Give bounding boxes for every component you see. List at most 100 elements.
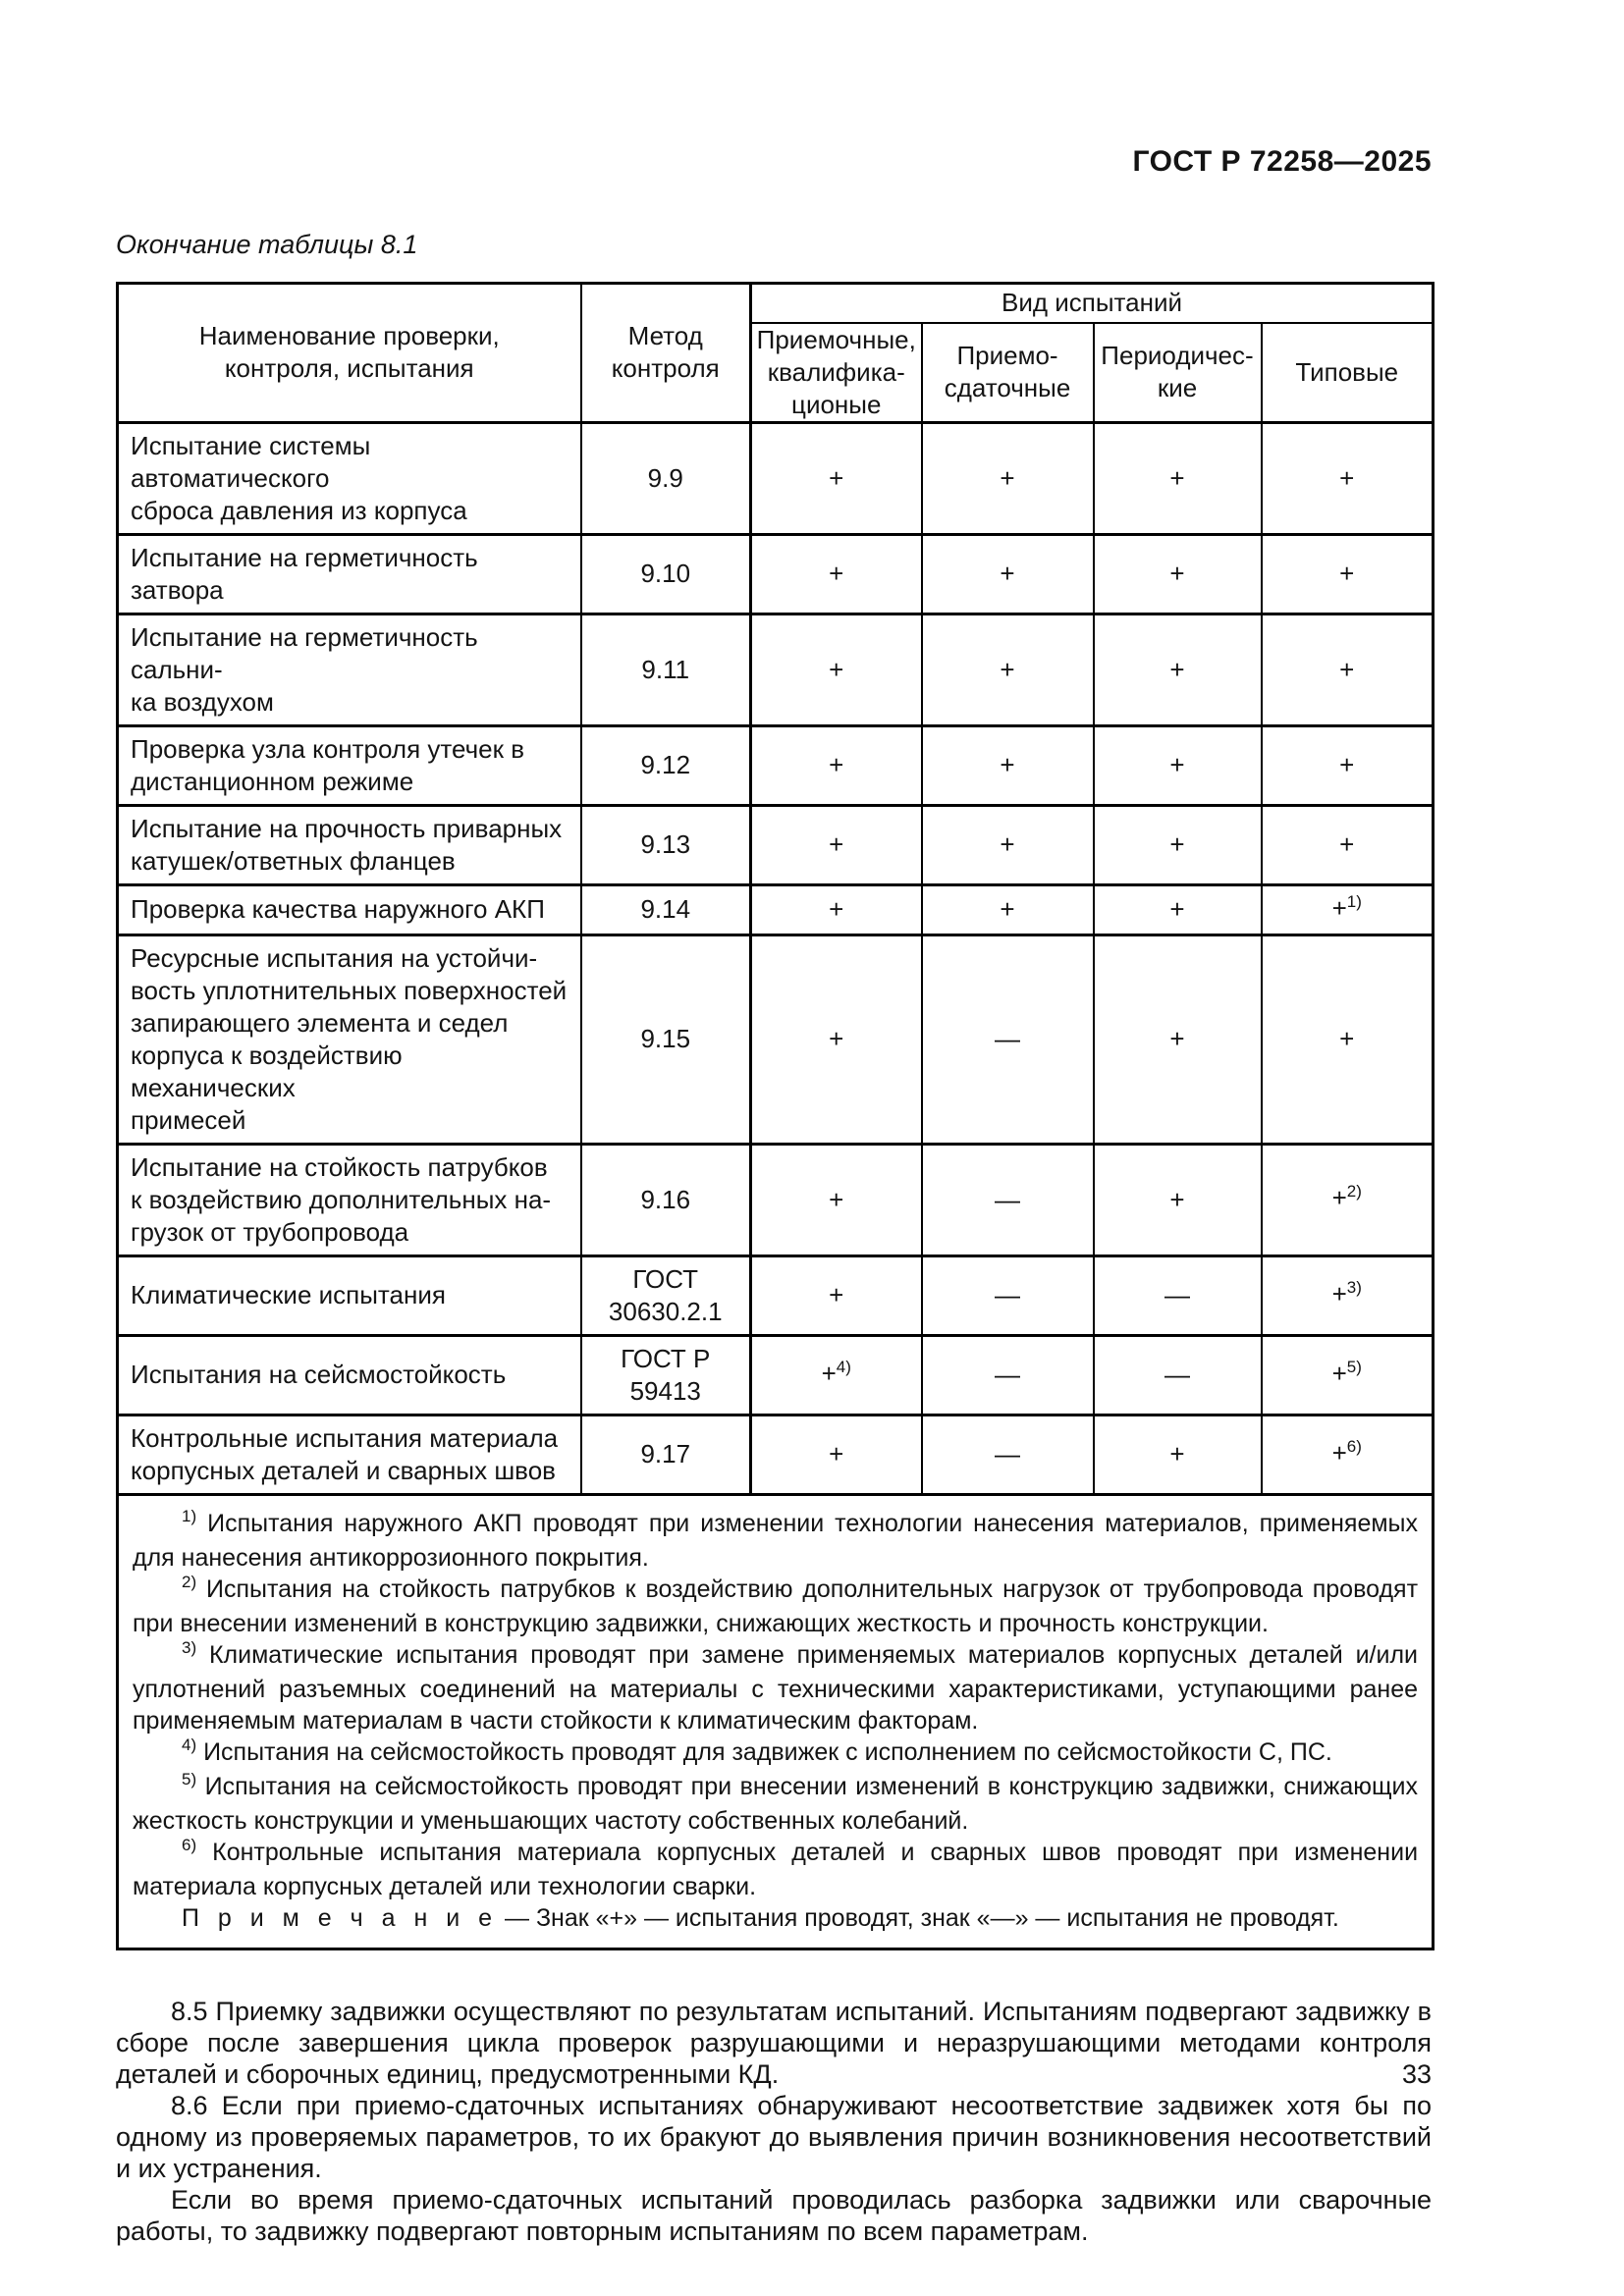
control-method-cell: 9.10 [579, 532, 752, 615]
test-name-cell: Проверка качества наружного АКП [116, 882, 582, 936]
control-method-cell: 9.9 [579, 420, 752, 536]
mark-cell: + [1260, 532, 1435, 615]
table-caption: Окончание таблицы 8.1 [116, 230, 418, 259]
mark-cell: + [1260, 933, 1435, 1146]
mark-cell: + [749, 1142, 923, 1257]
control-method-cell: 9.16 [579, 1142, 752, 1257]
table-row: Испытание на герметичность сальни- ка во… [116, 612, 1435, 727]
test-name-cell: Испытание на герметичность затвора [116, 532, 582, 615]
mark-cell: + [1092, 532, 1263, 615]
mark-cell: +1) [1260, 882, 1435, 936]
mark-cell: +2) [1260, 1142, 1435, 1257]
table-row: Климатические испытания ГОСТ 30630.2.1 + — —… [116, 1254, 1435, 1337]
mark-cell: + [749, 612, 923, 727]
mark-cell: +6) [1260, 1413, 1435, 1496]
mark-cell: + [749, 933, 923, 1146]
mark-cell: + [1092, 420, 1263, 536]
footnote: 2) Испытания на стойкость патрубков к во… [133, 1572, 1419, 1637]
column-header-sub-3: Типовые [1260, 321, 1435, 423]
footnote-marker: 2) [182, 1572, 197, 1591]
footnote-ref: 2) [1346, 1182, 1362, 1201]
page-content: ГОСТ Р 72258—2025 Окончание таблицы 8.1 … [116, 0, 1435, 2247]
table-row: Испытание на прочность приварных катушек… [116, 803, 1435, 886]
document-code-header: ГОСТ Р 72258—2025 [1132, 145, 1432, 178]
footnote-ref: 4) [836, 1357, 851, 1376]
mark-cell: + [920, 723, 1095, 807]
footnote-marker: 1) [182, 1506, 197, 1525]
control-method-cell: 9.15 [579, 933, 752, 1146]
table-note: П р и м е ч а н и е — Знак «+» — испытан… [133, 1902, 1418, 1934]
footnote: 6) Контрольные испытания материала корпу… [133, 1835, 1419, 1900]
control-method-cell: 9.12 [579, 723, 752, 807]
footnote: 5) Испытания на сейсмостойкость проводят… [133, 1769, 1419, 1835]
footnote: 1) Испытания наружного АКП проводят при … [133, 1506, 1419, 1572]
mark-cell: + [1092, 803, 1263, 886]
footnote-ref: 5) [1346, 1357, 1362, 1376]
tests-table: Наименование проверки, контроля, испытан… [116, 282, 1435, 1950]
footnote-marker: 3) [182, 1637, 197, 1657]
test-name-cell: Испытание на прочность приварных катушек… [116, 803, 582, 886]
mark-cell: + [749, 532, 923, 615]
note-text: — Знак «+» — испытания проводят, знак «—… [498, 1903, 1339, 1932]
footnote-marker: 5) [182, 1769, 197, 1789]
footnote-ref: 6) [1346, 1436, 1362, 1456]
mark-cell: — [1092, 1333, 1263, 1416]
mark-cell: + [749, 723, 923, 807]
mark-cell: — [920, 1333, 1095, 1416]
tests-table-header: Наименование проверки, контроля, испытан… [116, 282, 1435, 423]
control-method-cell: 9.14 [579, 882, 752, 936]
column-header-sub-0: Приемочные, квалифика- ционые [749, 321, 923, 423]
page-number: 33 [1401, 2059, 1432, 2089]
column-header-method: Метод контроля [579, 282, 752, 423]
mark-cell: + [920, 612, 1095, 727]
footnotes-list: 1) Испытания наружного АКП проводят при … [133, 1506, 1419, 1902]
body-paragraphs: 8.5 Приемку задвижки осуществляют по рез… [116, 1996, 1432, 2247]
mark-cell: + [1260, 723, 1435, 807]
footnotes-cell: 1) Испытания наружного АКП проводят при … [116, 1492, 1435, 1950]
note-label: П р и м е ч а н и е [182, 1903, 499, 1932]
test-name-cell: Климатические испытания [116, 1254, 582, 1337]
table-row: Испытание на герметичность затвора 9.10 + +… [116, 532, 1435, 615]
table-row: Испытания на сейсмостойкость ГОСТ Р 59413… [116, 1333, 1435, 1416]
mark-cell: + [1092, 882, 1263, 936]
table-row: Испытание на стойкость патрубков к возде… [116, 1142, 1435, 1257]
column-header-sub-1: Приемо- сдаточные [920, 321, 1095, 423]
mark-cell: + [1260, 420, 1435, 536]
tests-table-body: Испытание системы автоматического сброса… [116, 420, 1435, 1496]
table-row: Контрольные испытания материала корпусны… [116, 1413, 1435, 1496]
table-row: Ресурсные испытания на устойчи- вость уп… [116, 933, 1435, 1146]
test-name-cell: Ресурсные испытания на устойчи- вость уп… [116, 933, 582, 1146]
footnote: 3) Климатические испытания проводят при … [133, 1637, 1419, 1735]
control-method-cell: 9.17 [579, 1413, 752, 1496]
sub-header-row: Приемочные, квалифика- ционые Приемо- сда… [118, 321, 1435, 423]
footnote-ref: 3) [1346, 1277, 1362, 1297]
paragraph: 8.5 Приемку задвижки осуществляют по рез… [116, 1996, 1432, 2089]
control-method-cell: 9.13 [579, 803, 752, 886]
test-name-cell: Испытание на герметичность сальни- ка во… [116, 612, 582, 727]
table-row: Испытание системы автоматического сброса… [116, 420, 1435, 536]
test-name-cell: Проверка узла контроля утечек в дистанци… [116, 723, 582, 807]
control-method-cell: ГОСТ 30630.2.1 [579, 1254, 752, 1337]
mark-cell: + [1092, 723, 1263, 807]
test-name-cell: Испытание на стойкость патрубков к возде… [116, 1142, 582, 1257]
mark-cell: + [920, 532, 1095, 615]
mark-cell: +5) [1260, 1333, 1435, 1416]
footnote-ref: 1) [1346, 891, 1362, 911]
mark-cell: + [1260, 803, 1435, 886]
column-header-sub-2: Периодичес- кие [1092, 321, 1263, 423]
mark-cell: + [1260, 612, 1435, 727]
mark-cell: — [920, 1142, 1095, 1257]
test-name-cell: Контрольные испытания материала корпусны… [116, 1413, 582, 1496]
mark-cell: + [749, 803, 923, 886]
mark-cell: + [749, 882, 923, 936]
mark-cell: + [749, 1413, 923, 1496]
control-method-cell: ГОСТ Р 59413 [579, 1333, 752, 1416]
mark-cell: + [1092, 1142, 1263, 1257]
mark-cell: — [920, 1254, 1095, 1337]
mark-cell: + [920, 420, 1095, 536]
footnotes-row: 1) Испытания наружного АКП проводят при … [116, 1492, 1435, 1950]
footnote: 4) Испытания на сейсмостойкость проводят… [182, 1735, 1332, 1766]
mark-cell: + [749, 1254, 923, 1337]
mark-cell: + [920, 803, 1095, 886]
paragraph: Если во время приемо-сдаточных испытаний… [116, 2184, 1432, 2246]
